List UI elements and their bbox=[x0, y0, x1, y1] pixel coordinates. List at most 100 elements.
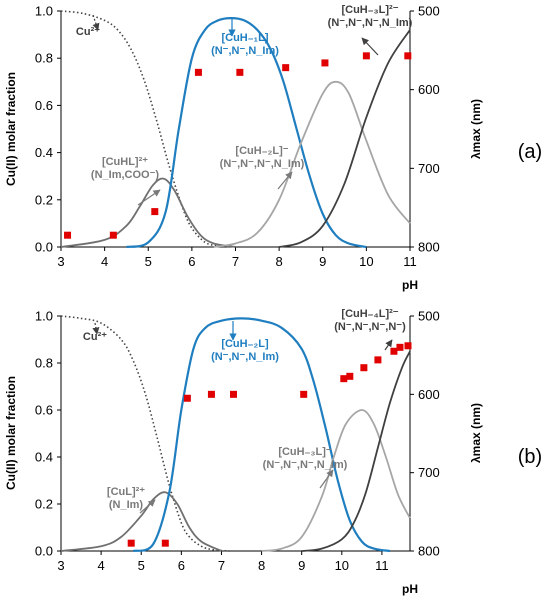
y-left-tick-label: 0.8 bbox=[35, 51, 53, 66]
y-axis-right-label: λmax (nm) bbox=[469, 403, 483, 463]
y-left-tick-label: 0.2 bbox=[35, 192, 53, 207]
y-right-tick-label: 800 bbox=[418, 544, 440, 559]
y-left-tick-label: 1.0 bbox=[35, 309, 53, 324]
lambda-marker bbox=[374, 356, 382, 364]
chart-panel-a: 3 4 5 6 7 8 9 10 11 0.0 0.2 0.4 0.6 0.8 1.0 500 600 700 80… bbox=[4, 4, 542, 293]
series-label-0: Cu²⁺ bbox=[76, 26, 100, 38]
y-left-tick-label: 0.8 bbox=[35, 356, 53, 371]
annotation-arrow bbox=[277, 171, 293, 190]
series-line-3 bbox=[213, 80, 411, 248]
y-right-tick-label: 800 bbox=[418, 240, 440, 255]
x-axis-label: pH bbox=[402, 278, 418, 292]
y-left-tick-label: 0.2 bbox=[35, 497, 53, 512]
x-tick-label: 4 bbox=[101, 254, 108, 269]
series-label-1: [CuL]²⁺ bbox=[107, 486, 145, 498]
annotation-arrow bbox=[92, 14, 100, 31]
y-right-tick-label: 600 bbox=[418, 387, 440, 402]
series-line-0 bbox=[60, 315, 230, 552]
lambda-marker bbox=[282, 64, 290, 72]
x-tick-label: 10 bbox=[359, 254, 373, 269]
annotation-arrow bbox=[139, 499, 156, 514]
series-sublabel-3: (N⁻,N⁻,N⁻,N_Im) bbox=[220, 158, 305, 170]
lambda-marker bbox=[404, 342, 412, 350]
series-line-4 bbox=[301, 350, 411, 552]
annotation-arrow bbox=[384, 339, 393, 351]
series-line-2 bbox=[132, 317, 391, 553]
series-line-4 bbox=[278, 29, 411, 248]
lambda-marker bbox=[161, 539, 169, 547]
x-tick-label: 8 bbox=[258, 558, 265, 573]
lambda-marker bbox=[300, 390, 308, 398]
series-label-0: Cu²⁺ bbox=[83, 331, 107, 343]
y-right-tick-label: 500 bbox=[418, 309, 440, 324]
series-line-2 bbox=[126, 16, 367, 249]
lambda-marker bbox=[396, 343, 404, 351]
lambda-marker bbox=[64, 231, 72, 239]
y-axis-left-label: Cu(II) molar fraction bbox=[4, 376, 18, 490]
y-right-tick-label: 700 bbox=[418, 161, 440, 176]
x-tick-label: 6 bbox=[178, 558, 185, 573]
series-label-1: [CuHL]²⁺ bbox=[102, 156, 148, 168]
y-left-tick-label: 1.0 bbox=[35, 4, 53, 19]
series-sublabel-1: (N_Im) bbox=[109, 499, 144, 511]
x-tick-label: 4 bbox=[97, 558, 104, 573]
x-tick-label: 5 bbox=[138, 558, 145, 573]
lambda-marker bbox=[362, 52, 370, 60]
lambda-marker bbox=[236, 68, 244, 76]
y-left-tick-label: 0.4 bbox=[35, 450, 53, 465]
series-sublabel-2: (N⁻,N⁻,N_Im) bbox=[211, 45, 279, 57]
chart-panel-b: 3 4 5 6 7 8 9 10 11 0.0 0.2 0.4 0.6 0.8 1.0 500 600 700 80… bbox=[4, 308, 542, 596]
lambda-marker bbox=[127, 539, 135, 547]
series-label-2: [CuH₋₁L] bbox=[221, 32, 268, 44]
lambda-marker bbox=[194, 68, 202, 76]
annotation-arrow bbox=[319, 469, 334, 489]
annotation-arrow bbox=[361, 37, 379, 56]
x-tick-label: 9 bbox=[298, 558, 305, 573]
lambda-marker bbox=[151, 208, 159, 216]
x-tick-label: 5 bbox=[145, 254, 152, 269]
x-tick-label: 10 bbox=[335, 558, 349, 573]
y-left-tick-label: 0.0 bbox=[35, 240, 53, 255]
series-line-0 bbox=[60, 10, 236, 248]
lambda-marker bbox=[340, 375, 348, 383]
series-label-2: [CuH₋₂L] bbox=[221, 338, 269, 350]
y-left-tick-label: 0.6 bbox=[35, 403, 53, 418]
annotation-arrow bbox=[137, 189, 161, 206]
series-label-3: [CuH₋₂L]⁻ bbox=[235, 145, 288, 157]
y-left-tick-label: 0.6 bbox=[35, 98, 53, 113]
series-sublabel-3: (N⁻,N⁻,N⁻,N_Im) bbox=[263, 459, 348, 471]
x-tick-label: 8 bbox=[276, 254, 283, 269]
y-axis-right-label: λmax (nm) bbox=[469, 99, 483, 159]
series-label-4: [CuH₋₃L]²⁻ bbox=[341, 4, 398, 16]
lambda-marker bbox=[404, 52, 412, 60]
y-right-tick-label: 600 bbox=[418, 82, 440, 97]
x-axis-label: pH bbox=[402, 582, 418, 596]
x-tick-label: 6 bbox=[188, 254, 195, 269]
y-right-tick-label: 500 bbox=[418, 4, 440, 19]
x-tick-label: 9 bbox=[319, 254, 326, 269]
series-label-4: [CuH₋₄L]²⁻ bbox=[341, 308, 398, 320]
series-sublabel-4: (N⁻,N⁻,N⁻,N_Im) bbox=[328, 17, 413, 29]
x-tick-label: 11 bbox=[375, 558, 389, 573]
y-right-tick-label: 700 bbox=[418, 465, 440, 480]
series-line-3 bbox=[261, 409, 411, 552]
y-axis-left-label: Cu(II) molar fraction bbox=[4, 72, 18, 186]
series-label-3: [CuH₋₃L]⁻ bbox=[278, 446, 332, 458]
series-sublabel-2: (N⁻,N⁻,N_Im) bbox=[211, 351, 279, 363]
lambda-marker bbox=[321, 59, 329, 67]
lambda-marker bbox=[207, 390, 215, 398]
lambda-marker bbox=[360, 364, 368, 372]
x-tick-label: 3 bbox=[57, 254, 64, 269]
lambda-marker bbox=[346, 372, 354, 380]
series-sublabel-4: (N⁻,N⁻,N⁻,N⁻) bbox=[334, 321, 406, 333]
series-line-1 bbox=[60, 177, 236, 248]
x-tick-label: 7 bbox=[232, 254, 239, 269]
annotation-arrow bbox=[92, 322, 100, 335]
panel-label: (b) bbox=[518, 446, 542, 468]
x-tick-label: 3 bbox=[57, 558, 64, 573]
lambda-marker bbox=[229, 390, 237, 398]
lambda-marker bbox=[109, 231, 117, 239]
lambda-marker bbox=[183, 394, 191, 402]
